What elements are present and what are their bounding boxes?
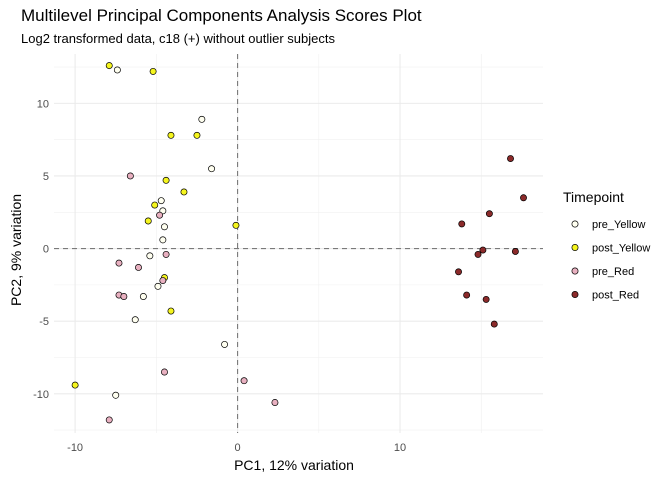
data-point xyxy=(482,295,490,303)
legend-label: pre_Yellow xyxy=(592,219,645,231)
data-point xyxy=(511,248,519,255)
legend-items: pre_Yellow post_Yellow pre_Red post_Red xyxy=(571,219,650,302)
legend-key xyxy=(571,244,579,251)
x-tick-label: 10 xyxy=(394,442,406,454)
data-point xyxy=(485,210,493,218)
data-point xyxy=(131,316,139,324)
series-post-yellow xyxy=(71,62,240,389)
y-tick-label: -5 xyxy=(39,316,49,328)
legend-label: post_Yellow xyxy=(592,243,650,255)
data-point xyxy=(162,250,170,258)
data-point xyxy=(463,291,471,299)
y-axis-ticks: -10 -5 0 5 10 xyxy=(33,98,49,400)
data-point xyxy=(161,223,168,231)
data-point xyxy=(520,194,527,202)
data-point xyxy=(161,368,168,376)
data-point xyxy=(458,220,466,228)
data-point xyxy=(167,307,175,315)
chart-title: Multilevel Principal Components Analysis… xyxy=(21,6,422,25)
data-point xyxy=(221,340,229,348)
y-tick-label: 5 xyxy=(43,171,49,183)
legend-key xyxy=(571,220,579,228)
data-point xyxy=(105,416,113,424)
data-point xyxy=(154,282,162,290)
legend-item: post_Red xyxy=(571,290,639,302)
y-axis-label: PC2, 9% variation xyxy=(8,194,24,306)
data-point xyxy=(156,211,164,219)
data-point xyxy=(115,259,123,267)
data-point xyxy=(159,277,167,284)
data-point xyxy=(479,246,487,254)
x-axis-label: PC1, 12% variation xyxy=(234,457,354,473)
data-point xyxy=(490,320,498,328)
series-post-red xyxy=(455,155,527,328)
data-point xyxy=(507,155,514,163)
data-point xyxy=(113,66,121,74)
data-point xyxy=(167,131,175,139)
data-point xyxy=(240,377,248,385)
data-point xyxy=(126,172,134,180)
data-point xyxy=(105,62,113,70)
legend-item: post_Yellow xyxy=(571,243,650,255)
legend-item: pre_Yellow xyxy=(571,219,645,231)
legend-key xyxy=(571,291,579,298)
data-point xyxy=(151,201,159,209)
data-point xyxy=(162,176,170,184)
reference-lines xyxy=(54,54,543,433)
x-tick-label: 0 xyxy=(235,442,241,454)
plot-area xyxy=(54,54,543,433)
legend-item: pre_Red xyxy=(571,266,634,278)
y-tick-label: 10 xyxy=(37,98,49,110)
x-tick-label: -10 xyxy=(67,442,83,454)
data-point xyxy=(159,236,167,244)
data-point xyxy=(112,391,120,399)
data-point xyxy=(149,67,157,75)
legend-label: pre_Red xyxy=(592,266,634,278)
data-point xyxy=(455,268,462,276)
data-point xyxy=(135,264,142,271)
data-point xyxy=(193,131,201,139)
data-point xyxy=(71,381,79,389)
x-axis-ticks: -10 0 10 xyxy=(67,442,406,454)
data-point xyxy=(180,188,188,196)
chart-subtitle: Log2 transformed data, c18 (+) without o… xyxy=(21,31,335,46)
y-tick-label: -10 xyxy=(33,389,49,401)
series-pre-red xyxy=(105,172,279,424)
series-pre-yellow xyxy=(112,66,229,399)
data-point xyxy=(271,399,279,406)
legend-key xyxy=(571,267,579,275)
y-tick-label: 0 xyxy=(43,244,49,256)
data-point xyxy=(474,250,482,258)
data-points xyxy=(71,62,527,424)
data-point xyxy=(198,115,206,123)
data-point xyxy=(146,252,154,260)
legend-label: post_Red xyxy=(592,290,639,302)
legend-title: Timepoint xyxy=(563,189,624,205)
data-point xyxy=(157,197,165,205)
data-point xyxy=(120,293,128,300)
data-point xyxy=(232,221,240,229)
legend: Timepoint pre_Yellow post_Yellow pre_Redpo… xyxy=(563,189,650,302)
data-point xyxy=(139,293,147,300)
data-point xyxy=(208,165,216,173)
data-point xyxy=(144,217,152,225)
